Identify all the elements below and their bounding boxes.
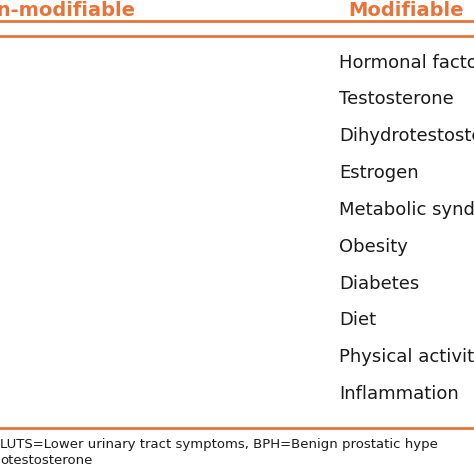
Text: Modifiable: Modifiable (348, 1, 464, 20)
Text: LUTS=Lower urinary tract symptoms, BPH=Benign prostatic hype: LUTS=Lower urinary tract symptoms, BPH=B… (0, 438, 438, 451)
Text: Inflammation: Inflammation (339, 385, 459, 403)
Text: Obesity: Obesity (339, 238, 408, 256)
Text: Diabetes: Diabetes (339, 274, 419, 292)
Text: Physical activity: Physical activity (339, 348, 474, 366)
Text: Dihydrotestosterone: Dihydrotestosterone (339, 128, 474, 146)
Text: otestosterone: otestosterone (0, 454, 92, 467)
Text: Non-modifiable: Non-modifiable (0, 1, 135, 20)
Text: Metabolic syndrome: Metabolic syndrome (339, 201, 474, 219)
Text: Testosterone: Testosterone (339, 91, 454, 109)
Text: Diet: Diet (339, 311, 376, 329)
Text: Estrogen: Estrogen (339, 164, 419, 182)
Text: Hormonal factors: Hormonal factors (339, 54, 474, 72)
